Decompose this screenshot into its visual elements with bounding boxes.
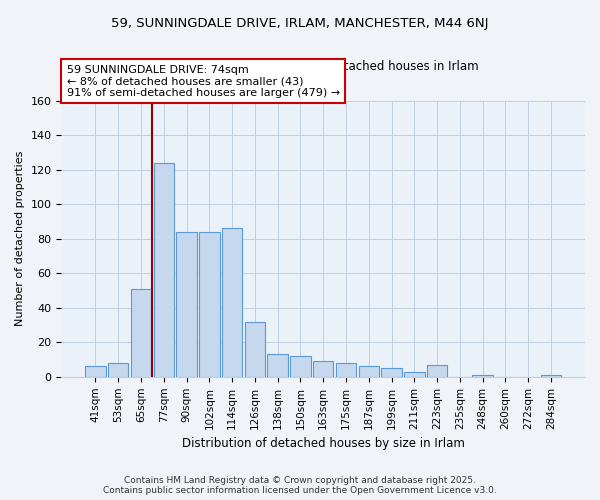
Bar <box>336 363 356 377</box>
Bar <box>268 354 288 377</box>
Bar <box>222 228 242 377</box>
Bar <box>176 232 197 377</box>
Text: 59, SUNNINGDALE DRIVE, IRLAM, MANCHESTER, M44 6NJ: 59, SUNNINGDALE DRIVE, IRLAM, MANCHESTER… <box>111 18 489 30</box>
Bar <box>541 375 561 377</box>
Bar <box>108 363 128 377</box>
Bar <box>359 366 379 377</box>
Bar <box>472 375 493 377</box>
Bar <box>427 364 448 377</box>
Bar <box>313 362 334 377</box>
Bar <box>85 366 106 377</box>
Bar <box>199 232 220 377</box>
Bar <box>154 162 174 377</box>
Text: 59 SUNNINGDALE DRIVE: 74sqm
← 8% of detached houses are smaller (43)
91% of semi: 59 SUNNINGDALE DRIVE: 74sqm ← 8% of deta… <box>67 64 340 98</box>
Title: Size of property relative to detached houses in Irlam: Size of property relative to detached ho… <box>167 60 479 73</box>
Bar <box>131 289 151 377</box>
Bar <box>290 356 311 377</box>
X-axis label: Distribution of detached houses by size in Irlam: Distribution of detached houses by size … <box>182 437 464 450</box>
Text: Contains HM Land Registry data © Crown copyright and database right 2025.
Contai: Contains HM Land Registry data © Crown c… <box>103 476 497 495</box>
Bar <box>245 322 265 377</box>
Bar <box>404 372 425 377</box>
Y-axis label: Number of detached properties: Number of detached properties <box>15 151 25 326</box>
Bar <box>381 368 402 377</box>
